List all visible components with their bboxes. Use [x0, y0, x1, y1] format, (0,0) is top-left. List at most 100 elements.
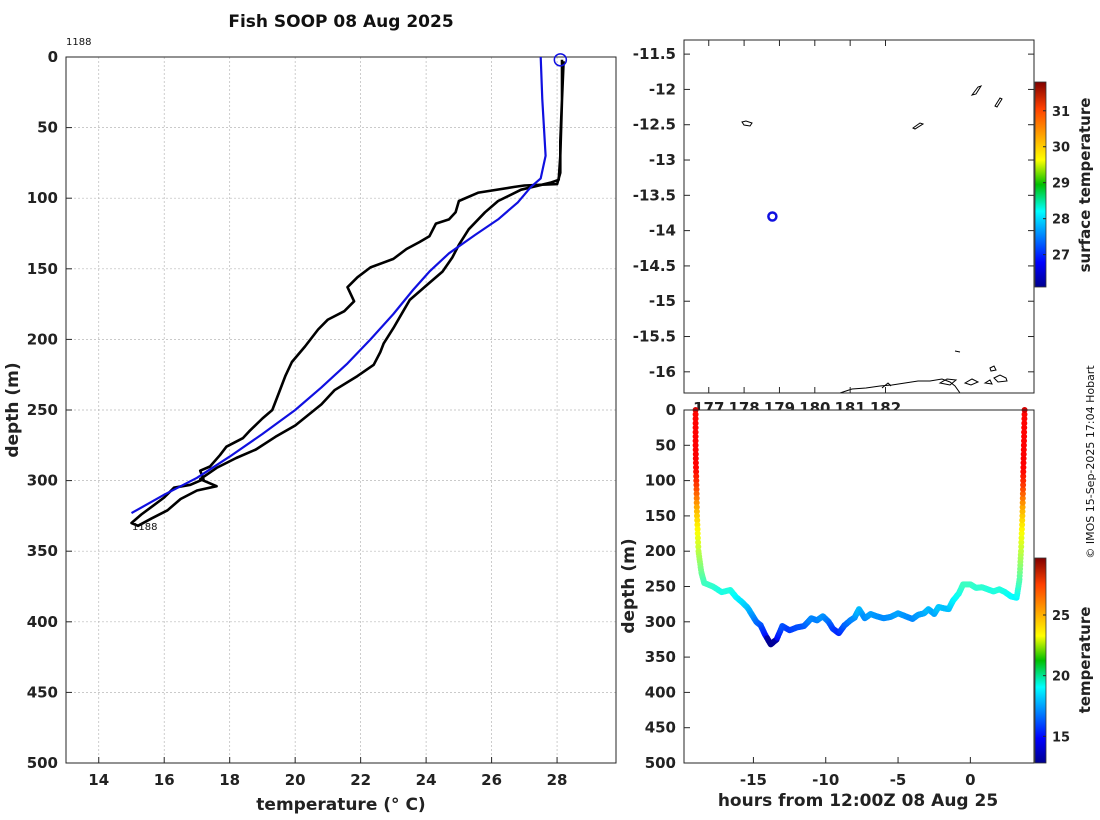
track-point-501 [1019, 490, 1026, 497]
map-y-tick-label-8: -15.5 [633, 328, 676, 346]
track-x-tick-label-2: -5 [890, 771, 907, 789]
track-point-508 [1020, 459, 1027, 466]
track-point-513 [1021, 437, 1027, 444]
track-point-4 [692, 424, 699, 431]
profile-x-tick-label-5: 24 [416, 771, 437, 789]
map-y-tick-label-9: -16 [649, 363, 676, 381]
profile-y-tick-label-9: 450 [27, 683, 58, 701]
track-point-498 [1019, 504, 1026, 511]
surface-temp-colorbar-tick-label-1: 28 [1052, 213, 1070, 228]
profile-x-ticks: 14 16 18 20 22 24 26 28 [88, 757, 568, 789]
track-point-17 [693, 482, 700, 488]
track-y-tick-label-7: 350 [645, 648, 676, 666]
track-point-7 [692, 437, 699, 444]
track-point-8 [692, 442, 699, 449]
profile-x-label: temperature (° C) [256, 795, 425, 815]
coastline-1 [741, 120, 753, 127]
profile-y-label: depth (m) [3, 362, 23, 457]
map-y-tick-label-3: -13 [649, 151, 676, 169]
map-panel: 177 178 179 180 181 182 -11.5 -12 -12.5 -13 -13.5… [633, 39, 1094, 417]
coastline-8 [983, 379, 993, 385]
track-point-503 [1020, 482, 1027, 488]
track-point-31 [695, 543, 702, 550]
track-point-11 [692, 455, 699, 462]
coastline-10 [881, 382, 892, 389]
track-point-519 [1021, 411, 1028, 418]
coastline-2 [912, 122, 925, 130]
temperature-colorbar-label: temperature [1076, 607, 1094, 714]
profile-x-tick-label-7: 28 [547, 771, 568, 789]
track-x-tick-label-3: 0 [965, 771, 975, 789]
track-point-26 [694, 521, 701, 528]
track-point-490 [1018, 539, 1025, 546]
temperature-colorbar [1034, 557, 1047, 764]
track-y-tick-label-0: 0 [666, 401, 676, 419]
temperature-colorbar-tick-label-1: 20 [1052, 670, 1070, 685]
temperature-colorbar-ticks: 15 20 25 [1043, 609, 1070, 745]
profile-axes-frame [65, 56, 617, 764]
track-point-505 [1020, 473, 1027, 480]
coastline-12 [963, 378, 980, 386]
track-point-489 [1018, 543, 1025, 550]
track-point-10 [692, 451, 699, 458]
profile-y-tick-label-1: 50 [37, 119, 58, 137]
profile-y-tick-label-10: 500 [27, 754, 58, 772]
track-x-ticks: -15 -10 -5 0 [740, 757, 976, 789]
profile-x-tick-label-3: 20 [285, 771, 306, 789]
track-y-ticks: 0 50 100 150 200 250 300 350 400 450 500 [645, 401, 690, 772]
track-point-2 [692, 415, 699, 422]
surface-temp-colorbar-tick-label-2: 29 [1052, 177, 1070, 192]
profile-label-bottom: 1188 [132, 522, 157, 533]
track-x-tick-label-0: -15 [740, 771, 767, 789]
track-panel: -15 -10 -5 0 0 50 100 150 200 250 300 350 400 450 500… [619, 401, 1094, 811]
track-point-27 [694, 526, 701, 533]
track-point-28 [694, 530, 701, 537]
track-point-488 [1018, 548, 1024, 555]
track-point-29 [694, 535, 701, 541]
track-point-22 [693, 504, 700, 511]
map-y-tick-label-4: -13.5 [633, 186, 676, 204]
track-y-tick-label-10: 500 [645, 754, 676, 772]
track-point-3 [692, 420, 699, 427]
track-point-509 [1020, 455, 1027, 462]
profile-panel: 14 16 18 20 22 24 26 28 0 50 100 150 200 250 300 350 40… [3, 37, 617, 815]
track-point-21 [693, 499, 700, 506]
profile-y-tick-label-4: 200 [27, 330, 58, 348]
track-points [692, 407, 1028, 648]
surface-temp-colorbar-ticks: 27 28 29 30 31 [1043, 105, 1070, 264]
track-point-492 [1018, 530, 1025, 537]
track-point-18 [693, 486, 700, 493]
coastline-4 [994, 97, 1003, 108]
surface-marker [553, 53, 568, 67]
track-point-1 [692, 411, 699, 418]
track-point-12 [692, 459, 699, 466]
profile-grid [66, 56, 616, 764]
track-point-500 [1019, 495, 1026, 502]
track-point-23 [693, 508, 700, 515]
track-point-14 [693, 468, 700, 475]
map-y-tick-label-7: -15 [649, 292, 676, 310]
track-point-496 [1019, 512, 1026, 519]
track-y-tick-label-5: 250 [645, 578, 676, 596]
profile-y-ticks: 0 50 100 150 200 250 300 350 400 450 500 [27, 48, 72, 772]
track-point-20 [693, 495, 700, 502]
coastline-5 [954, 350, 961, 353]
track-point-491 [1018, 535, 1025, 541]
coastline-6 [989, 365, 997, 372]
temperature-colorbar-tick-label-0: 15 [1052, 730, 1070, 745]
profile-y-tick-label-0: 0 [48, 48, 58, 66]
profile-x-tick-label-6: 26 [481, 771, 502, 789]
track-point-506 [1020, 468, 1027, 475]
track-point-504 [1020, 477, 1027, 484]
profile-series-climatology [130, 56, 547, 515]
map-y-tick-label-2: -12.5 [633, 116, 676, 134]
track-point-13 [693, 464, 699, 471]
track-point-516 [1021, 424, 1028, 431]
surface-temp-colorbar-label: surface temperature [1076, 98, 1094, 273]
track-point-30 [695, 539, 702, 546]
track-point-9 [692, 446, 699, 453]
map-y-tick-label-0: -11.5 [633, 45, 676, 63]
temperature-colorbar-tick-label-2: 25 [1052, 609, 1070, 624]
profile-series-observed-profiles [130, 59, 565, 528]
track-y-tick-label-2: 100 [645, 472, 676, 490]
